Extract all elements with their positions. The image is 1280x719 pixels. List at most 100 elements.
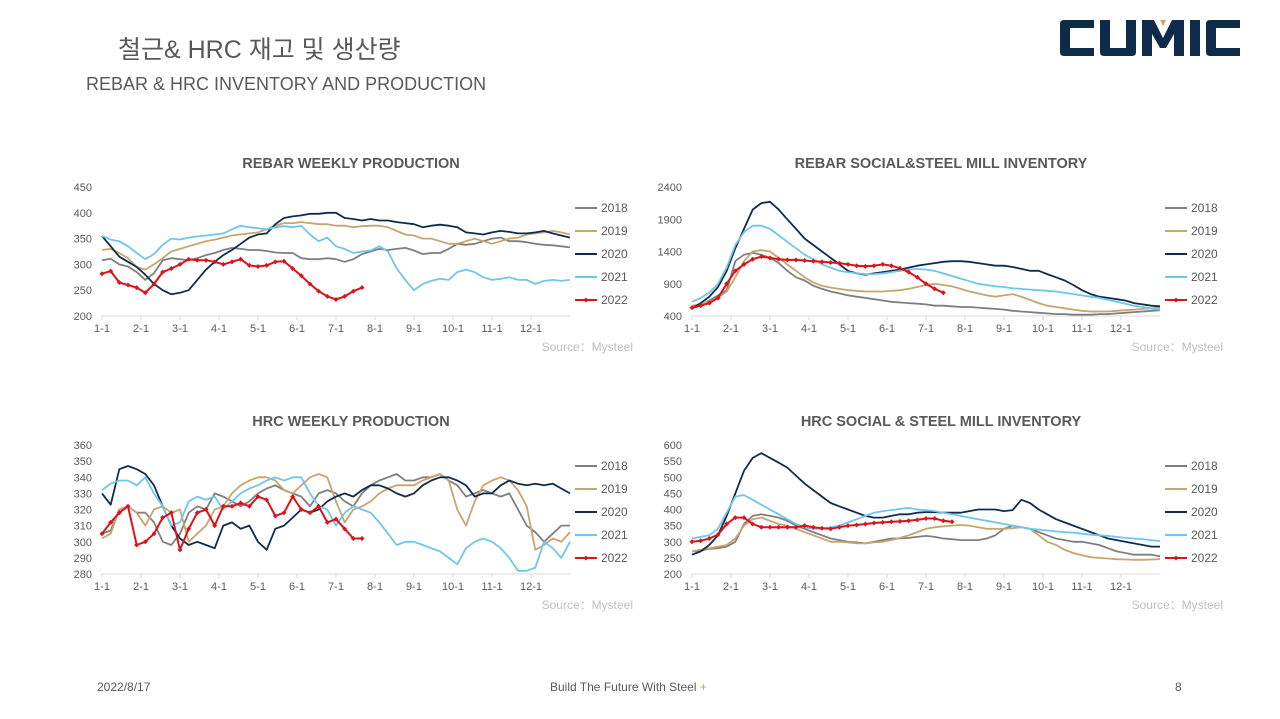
data-point-2022 [784,524,790,530]
x-tick-label: 10-1 [1032,581,1054,593]
rebar-inventory-svg: REBAR SOCIAL&STEEL MILL INVENTORY 400 900 1… [658,156,1223,354]
data-point-2022 [871,263,877,269]
x-tick-label: 7-1 [328,323,344,335]
data-point-2022 [333,516,339,522]
x-tick-label: 8-1 [957,581,973,593]
data-point-2022 [758,254,764,260]
data-point-2022 [906,269,912,275]
data-point-2022 [767,255,773,261]
data-point-2022 [272,513,278,519]
data-point-2022 [689,539,695,545]
y-tick-label: 360 [74,440,92,452]
series-line-2021 [101,224,571,292]
x-tick-label: 5-1 [250,581,266,593]
x-tick-label: 7-1 [918,323,934,335]
data-point-2022 [220,261,226,267]
y-tick-label: 400 [74,208,92,220]
legend-marker-2022 [583,555,589,561]
x-tick-label: 5-1 [840,323,856,335]
x-tick-label: 1-1 [684,581,700,593]
data-point-2022 [194,510,200,516]
data-point-2022 [706,300,712,306]
y-tick-label: 1400 [658,247,682,259]
data-point-2022 [194,257,200,263]
data-point-2022 [186,256,192,262]
data-point-2022 [264,262,270,268]
x-tick-label: 9-1 [996,581,1012,593]
data-point-2022 [255,494,261,500]
data-point-2022 [298,507,304,512]
y-tick-label: 200 [74,311,92,323]
footer-date: 2022/8/17 [97,680,151,694]
data-point-2022 [715,295,721,301]
data-point-2022 [359,285,365,291]
x-tick-label: 8-1 [367,323,383,335]
x-tick-label: 12-1 [520,323,542,335]
x-tick-label: 9-1 [996,323,1012,335]
data-point-2022 [342,293,348,299]
legend-label-2020: 2020 [1191,247,1218,261]
x-tick-label: 9-1 [406,581,422,593]
data-point-2022 [177,261,183,267]
data-point-2022 [290,494,296,500]
data-point-2022 [897,518,903,524]
x-tick-label: 11-1 [481,323,502,335]
data-point-2022 [168,510,174,516]
data-point-2022 [151,281,157,287]
chart-source: Source：Mysteel [1132,598,1223,612]
x-tick-label: 9-1 [406,323,422,335]
series-line-2019 [691,516,1161,561]
data-point-2022 [246,262,252,268]
y-tick-label: 300 [74,537,92,549]
series-line-2019 [101,221,571,271]
data-point-2022 [758,524,764,530]
page-number: 8 [1175,680,1182,694]
data-point-2022 [212,259,218,265]
y-tick-label: 500 [664,472,682,484]
data-point-2022 [281,258,287,264]
legend-label-2019: 2019 [601,224,628,238]
data-point-2022 [897,265,903,271]
data-point-2022 [342,526,348,532]
x-tick-label: 4-1 [211,581,227,593]
rebar-weekly-production-svg: REBAR WEEKLY PRODUCTION 200 250 300 350 400 45… [74,156,633,354]
data-point-2022 [732,515,738,521]
data-point-2022 [828,526,834,532]
x-tick-label: 3-1 [172,323,188,335]
rebar-inventory-chart: REBAR SOCIAL&STEEL MILL INVENTORY 400 900 1… [630,150,1230,390]
legend-label-2021: 2021 [601,528,628,542]
data-point-2022 [888,519,894,525]
data-point-2022 [203,257,209,263]
data-point-2022 [229,259,235,265]
y-tick-label: 340 [74,472,92,484]
page-subtitle: REBAR & HRC INVENTORY AND PRODUCTION [86,74,487,94]
data-point-2022 [854,263,860,269]
cumic-logo [1060,18,1266,58]
data-point-2022 [741,515,747,521]
data-point-2022 [108,519,114,525]
data-point-2022 [125,503,131,509]
data-point-2022 [177,547,183,553]
y-tick-label: 350 [664,521,682,533]
data-point-2022 [940,290,946,296]
data-point-2022 [246,503,252,509]
x-tick-label: 1-1 [94,581,110,593]
y-tick-label: 250 [664,553,682,565]
page-title: 철근& HRC 재고 및 생산량 [118,36,401,64]
x-tick-label: 12-1 [1110,323,1132,335]
series-line-2022 [101,258,363,301]
y-tick-label: 400 [664,505,682,517]
data-point-2022 [802,258,808,264]
legend-label-2021: 2021 [601,270,628,284]
legend-label-2018: 2018 [1191,201,1218,215]
hrc-weekly-production-chart: HRC WEEKLY PRODUCTION 280 290 300 310 320 330 3… [40,408,640,648]
data-point-2022 [99,531,105,537]
data-point-2022 [134,542,140,548]
data-point-2022 [802,523,808,529]
data-point-2022 [784,257,790,263]
chart-title: REBAR WEEKLY PRODUCTION [242,156,460,172]
data-point-2022 [116,510,122,516]
x-tick-label: 8-1 [367,581,383,593]
data-point-2022 [862,263,868,269]
x-tick-label: 2-1 [133,323,149,335]
